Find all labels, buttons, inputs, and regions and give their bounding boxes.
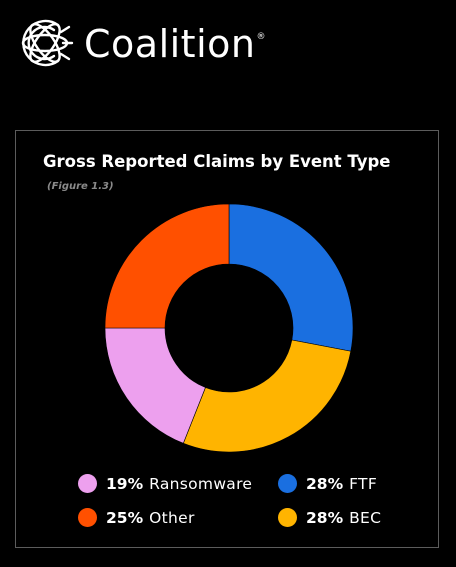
chart-title: Gross Reported Claims by Event Type — [43, 152, 391, 171]
legend-label: Other — [149, 508, 195, 527]
donut-slice-ftf — [228, 203, 354, 352]
legend-label: Ransomware — [149, 474, 253, 493]
legend-percentage: 19% — [106, 474, 144, 493]
legend-swatch — [78, 474, 97, 493]
coalition-wordmark: Coalition® — [84, 22, 266, 66]
donut-chart — [104, 203, 354, 453]
donut-slice-bec — [182, 339, 352, 453]
coalition-globe-icon — [21, 19, 74, 67]
legend-label: FTF — [349, 474, 378, 493]
chart-card: Gross Reported Claims by Event Type (Fig… — [15, 130, 439, 548]
coalition-logo: Coalition® — [14, 10, 266, 76]
legend-item-bec: 28% BEC — [278, 508, 381, 527]
donut-slice-other — [104, 203, 230, 329]
legend-percentage: 28% — [306, 508, 344, 527]
donut-slice-ransomware — [104, 327, 206, 444]
legend-swatch — [278, 508, 297, 527]
legend-swatch — [278, 474, 297, 493]
legend-percentage: 25% — [106, 508, 144, 527]
legend-swatch — [78, 508, 97, 527]
legend-label: BEC — [349, 508, 382, 527]
legend-percentage: 28% — [306, 474, 344, 493]
legend-item-ransomware: 19% Ransomware — [78, 474, 252, 493]
figure-reference: (Figure 1.3) — [47, 181, 114, 192]
legend-item-ftf: 28% FTF — [278, 474, 377, 493]
legend-item-other: 25% Other — [78, 508, 195, 527]
